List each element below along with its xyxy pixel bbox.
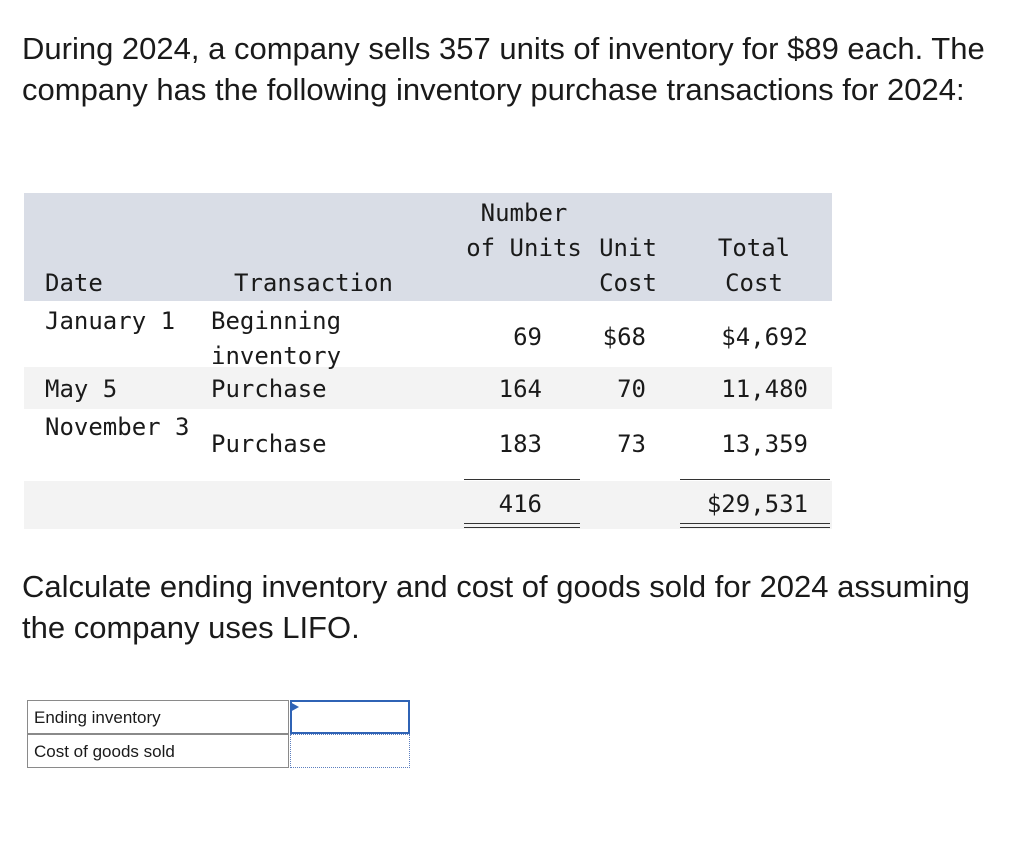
instruction-text: Calculate ending inventory and cost of g… (22, 569, 970, 645)
row-transaction: Purchase (211, 430, 327, 458)
units-total-double-rule (464, 523, 580, 528)
total-cost: $29,531 (706, 490, 808, 518)
header-date: Date (45, 269, 103, 297)
row-transaction: Beginning inventory (211, 307, 342, 370)
row-units: 69 (513, 323, 542, 351)
units-subtotal-rule (464, 479, 580, 480)
ending-inventory-input[interactable] (290, 700, 410, 734)
total-units: 416 (498, 490, 542, 518)
cogs-label: Cost of goods sold (27, 734, 289, 768)
table-header-row (24, 193, 832, 301)
row-units: 164 (498, 375, 542, 403)
row-date: May 5 (45, 375, 118, 403)
row-units: 183 (498, 430, 542, 458)
table-row (24, 367, 832, 409)
header-units: Number of Units (466, 199, 582, 262)
row-total-cost: 13,359 (721, 430, 808, 458)
question-text: During 2024, a company sells 357 units o… (22, 31, 985, 107)
table-row (24, 301, 832, 367)
cost-total-double-rule (680, 523, 830, 528)
row-date: November 3 (45, 413, 190, 441)
header-transaction: Transaction (234, 269, 393, 297)
cogs-input[interactable] (290, 734, 410, 768)
row-total-cost: 11,480 (721, 375, 808, 403)
row-transaction: Purchase (211, 375, 327, 403)
answer-form: Ending inventory Cost of goods sold (27, 700, 411, 770)
header-total-cost: Total Cost (717, 234, 791, 297)
row-unit-cost: 70 (617, 375, 646, 403)
row-unit-cost: $68 (602, 323, 646, 351)
inventory-table: Date Transaction Number of Units Unit Co… (24, 193, 832, 529)
row-date: January 1 (45, 307, 176, 335)
table-row (24, 409, 832, 481)
row-total-cost: $4,692 (721, 323, 808, 351)
cost-subtotal-rule (680, 479, 830, 480)
header-unit-cost: Unit Cost (599, 234, 657, 297)
table-total-row (24, 481, 832, 529)
row-unit-cost: 73 (617, 430, 646, 458)
ending-inventory-label: Ending inventory (27, 700, 289, 734)
